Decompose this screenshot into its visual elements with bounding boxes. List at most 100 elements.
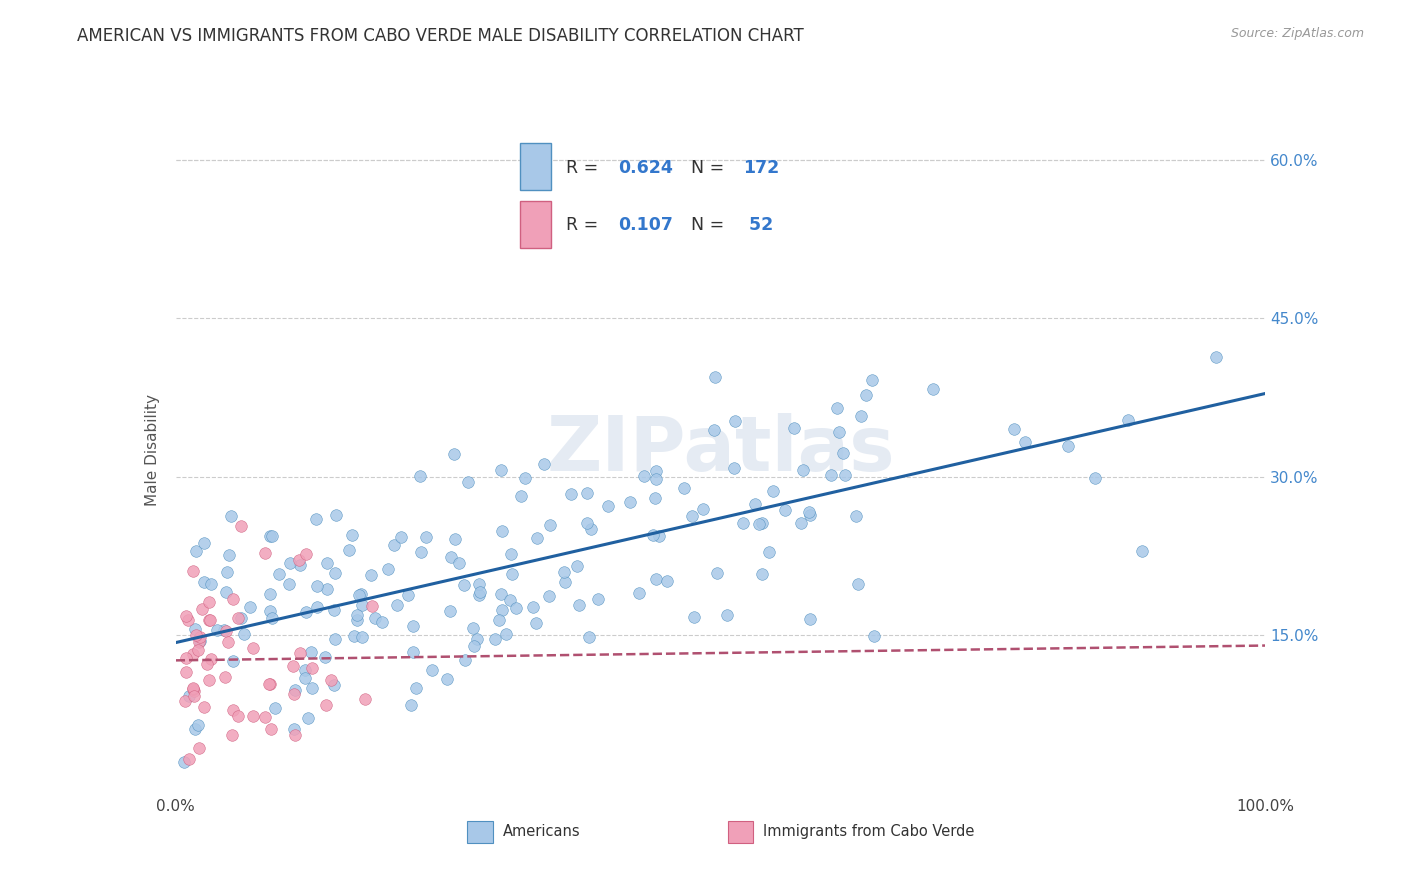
Text: Immigrants from Cabo Verde: Immigrants from Cabo Verde (762, 824, 974, 839)
Point (860, 373, 883, 387)
Point (560, 486, 582, 500)
Point (468, 584, 491, 599)
Point (1056, 438, 1078, 452)
Point (281, 659, 304, 673)
Point (205, 623, 228, 637)
Point (214, 670, 236, 684)
Point (682, 609, 704, 624)
Point (501, 566, 523, 581)
Point (349, 588, 371, 602)
Point (499, 593, 522, 607)
Point (191, 602, 214, 616)
Point (389, 530, 412, 544)
Point (468, 576, 491, 591)
Point (260, 529, 283, 543)
Point (284, 683, 307, 698)
Point (307, 579, 329, 593)
Point (187, 741, 209, 756)
Point (304, 512, 326, 526)
Point (628, 586, 651, 600)
Point (239, 600, 262, 615)
Point (290, 558, 312, 572)
Point (576, 486, 599, 500)
Point (361, 599, 384, 614)
Point (173, 755, 195, 769)
Point (845, 508, 868, 523)
Point (259, 604, 281, 618)
Point (294, 663, 316, 677)
Point (415, 530, 437, 544)
Point (198, 613, 221, 627)
Point (554, 574, 576, 589)
Point (323, 632, 346, 646)
Point (409, 545, 432, 559)
Point (457, 475, 479, 490)
Point (301, 660, 323, 674)
Point (565, 558, 588, 573)
Point (641, 527, 664, 541)
Point (681, 509, 703, 524)
Point (301, 681, 323, 695)
Point (232, 627, 254, 641)
Point (342, 528, 364, 542)
Point (299, 645, 322, 659)
Point (197, 594, 219, 608)
Point (849, 409, 872, 424)
Point (510, 490, 533, 504)
Point (443, 532, 465, 546)
Point (283, 722, 305, 736)
Point (325, 508, 347, 522)
Point (436, 673, 458, 687)
Point (489, 587, 512, 601)
Point (789, 516, 811, 531)
Point (863, 629, 886, 643)
Point (226, 611, 249, 625)
Point (346, 613, 368, 627)
Point (218, 548, 240, 562)
Point (501, 547, 523, 561)
Point (187, 718, 209, 732)
Point (297, 711, 319, 725)
Point (655, 574, 678, 589)
Point (257, 677, 280, 691)
Point (579, 523, 602, 537)
Point (453, 577, 475, 591)
Point (212, 624, 235, 638)
Point (513, 470, 536, 484)
Point (226, 709, 249, 723)
Point (533, 457, 555, 471)
Point (284, 728, 307, 742)
Point (290, 646, 312, 660)
Point (350, 598, 373, 612)
Point (578, 630, 600, 644)
Point (219, 509, 242, 524)
Point (200, 577, 222, 591)
Point (176, 665, 198, 680)
Point (488, 613, 510, 627)
Point (491, 603, 513, 617)
Point (188, 630, 211, 644)
Point (526, 531, 548, 545)
Point (586, 592, 609, 607)
Point (319, 673, 342, 688)
Point (325, 566, 347, 580)
Point (748, 517, 770, 532)
Point (231, 611, 253, 625)
Point (1084, 471, 1107, 485)
Point (267, 567, 290, 582)
Point (176, 614, 198, 628)
Point (648, 529, 671, 543)
Point (198, 673, 221, 688)
Point (184, 544, 207, 558)
Point (278, 576, 301, 591)
Point (775, 503, 797, 517)
Point (222, 592, 245, 607)
Point (797, 505, 820, 519)
Point (259, 587, 281, 601)
Point (217, 634, 239, 648)
Point (377, 562, 399, 576)
Point (644, 491, 666, 505)
Point (799, 612, 821, 626)
Point (174, 650, 197, 665)
Point (401, 698, 423, 712)
